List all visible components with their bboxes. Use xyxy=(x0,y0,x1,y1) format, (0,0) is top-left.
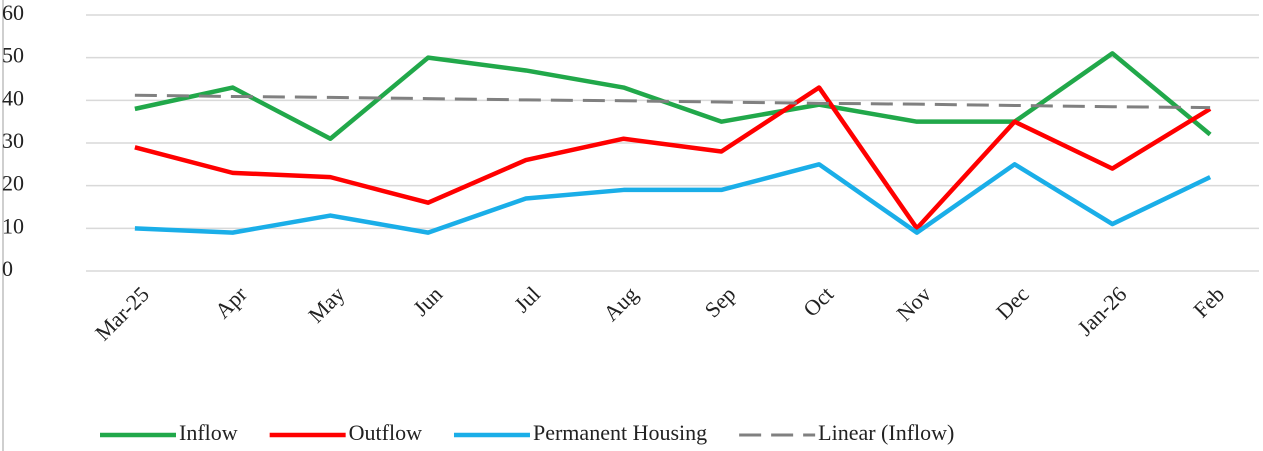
x-tick-label: May xyxy=(303,281,349,327)
x-tick-label: Dec xyxy=(991,281,1034,324)
x-tick-label: Aug xyxy=(598,281,642,325)
legend-label: Outflow xyxy=(349,420,422,445)
series-line xyxy=(134,85,1212,231)
x-tick-label: Jun xyxy=(408,281,447,320)
y-tick-label: 60 xyxy=(2,0,24,25)
series-line xyxy=(134,93,1211,110)
y-tick-label: 10 xyxy=(2,213,24,238)
y-tick-label: 40 xyxy=(2,85,24,110)
x-tick-label: Sep xyxy=(699,281,740,322)
y-tick-label: 30 xyxy=(2,128,24,153)
y-tick-label: 0 xyxy=(2,256,13,281)
legend-label: Linear (Inflow) xyxy=(818,420,954,445)
y-tick-label: 50 xyxy=(2,43,24,68)
series-line xyxy=(134,162,1212,235)
x-tick-label: Feb xyxy=(1188,281,1229,322)
y-tick-label: 20 xyxy=(2,171,24,196)
x-tick-label: Oct xyxy=(798,281,838,321)
legend-label: Inflow xyxy=(179,420,238,445)
x-tick-label: Mar-25 xyxy=(90,281,154,345)
legend-label: Permanent Housing xyxy=(533,420,707,445)
series-line xyxy=(134,51,1212,141)
legend: Inflow Outflow Permanent Housing Linear (In… xyxy=(100,420,954,445)
x-tick-label: Nov xyxy=(892,281,936,325)
x-tick-label: Jul xyxy=(509,281,545,317)
x-tick-label: Apr xyxy=(210,281,252,323)
x-tick-label: Jan-26 xyxy=(1072,281,1131,340)
